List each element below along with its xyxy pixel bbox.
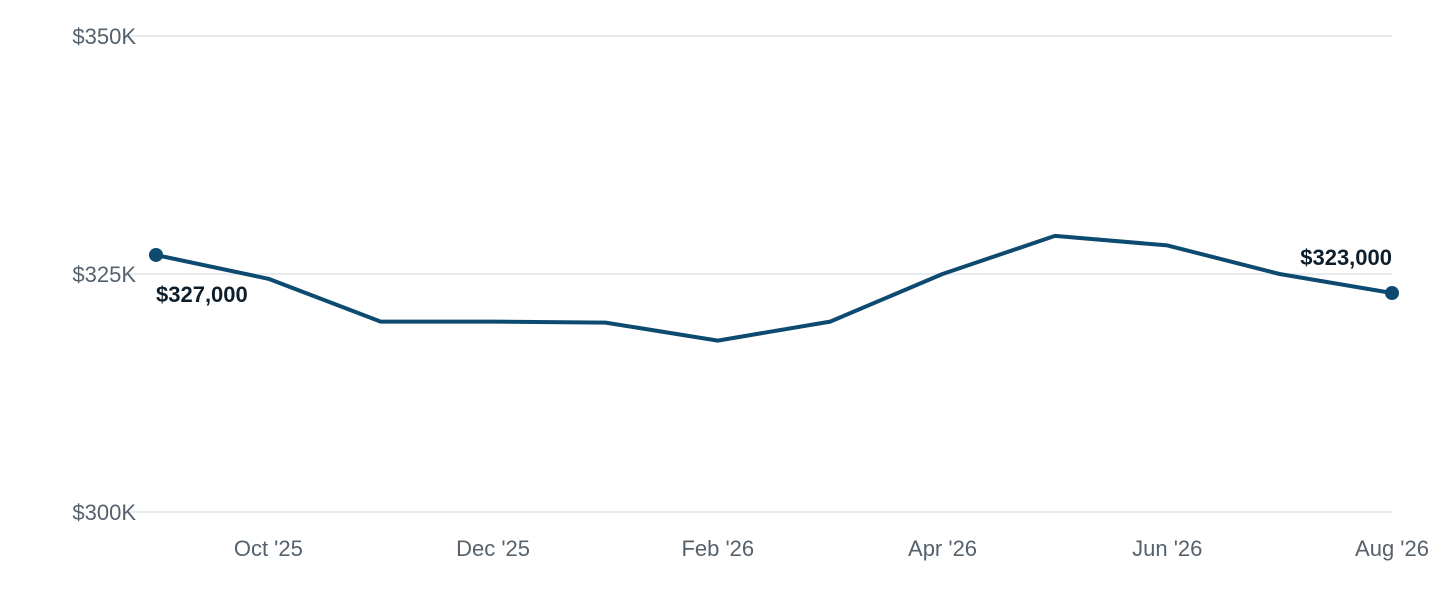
y-axis-ticks: $350K $325K $300K xyxy=(72,24,136,525)
x-tick-label: Aug '26 xyxy=(1355,536,1429,561)
series-layer xyxy=(149,233,1399,343)
y-tick-label: $325K xyxy=(72,262,136,287)
data-point-marker xyxy=(149,247,163,262)
data-label: $323,000 xyxy=(1300,245,1392,270)
data-labels: $327,000 $323,000 xyxy=(156,245,1392,307)
x-tick-label: Oct '25 xyxy=(234,536,303,561)
gridlines xyxy=(128,35,1392,513)
y-tick-label: $300K xyxy=(72,500,136,525)
data-label: $327,000 xyxy=(156,282,248,307)
x-tick-label: Apr '26 xyxy=(908,536,977,561)
data-point-marker xyxy=(1385,286,1399,301)
x-tick-label: Feb '26 xyxy=(681,536,754,561)
series-line xyxy=(154,233,1394,343)
x-tick-label: Dec '25 xyxy=(456,536,530,561)
y-tick-label: $350K xyxy=(72,24,136,49)
x-tick-label: Jun '26 xyxy=(1132,536,1202,561)
x-axis-ticks: Oct '25 Dec '25 Feb '26 Apr '26 Jun '26 Aug '… xyxy=(234,536,1429,561)
